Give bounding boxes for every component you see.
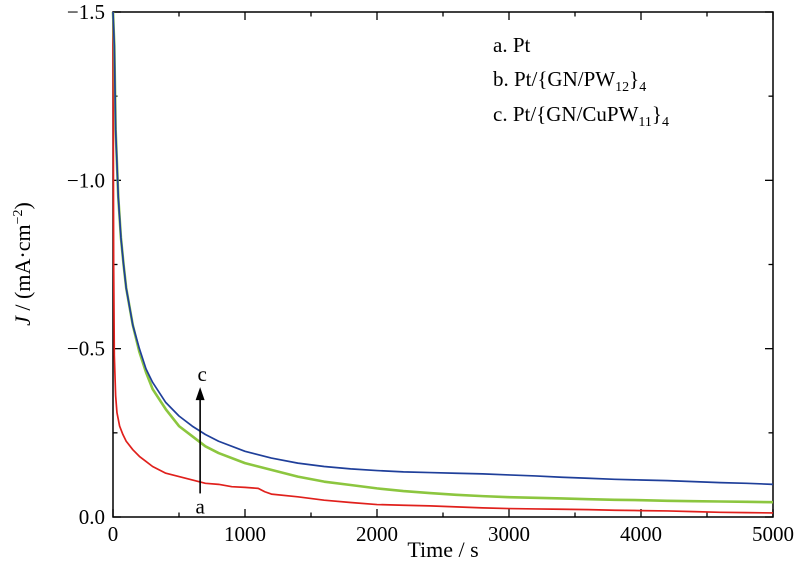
legend-entry-b-label: b. Pt/{GN/PW	[493, 67, 615, 91]
series-lines	[111, 11, 774, 514]
legend-entry-c-sub: 11	[638, 115, 651, 130]
y-axis-label-symbol: J	[10, 315, 35, 326]
x-tick-label: 0	[108, 522, 119, 546]
x-tick-label: 3000	[488, 522, 530, 546]
y-tick-label: 0.0	[79, 505, 105, 529]
legend-entry-c: c. Pt/{GN/CuPW11}4	[493, 102, 669, 130]
legend-entry-b-sub2: 4	[639, 80, 646, 95]
trend-arrow-head	[195, 387, 205, 401]
legend-entry-a: a. Pt	[493, 33, 531, 57]
legend-entry-c-label: c. Pt/{GN/CuPW	[493, 102, 639, 126]
x-tick-label: 5000	[752, 522, 794, 546]
x-tick-label: 4000	[620, 522, 662, 546]
legend-entry-c-sub2: 4	[662, 115, 669, 130]
y-axis-label: J / (mA·cm−2)	[10, 202, 35, 326]
trend-label-to: c	[197, 362, 206, 386]
series-line-a	[112, 11, 774, 514]
x-tick-label: 1000	[224, 522, 266, 546]
legend-entry-b-sub: 12	[615, 80, 629, 95]
y-tick-label: −0.5	[67, 337, 105, 361]
y-axis-label-close: )	[10, 202, 35, 209]
legend-entry-a-label: a. Pt	[493, 33, 531, 57]
y-tick-label: −1.5	[67, 0, 105, 24]
plot-frame	[112, 11, 774, 518]
trend-annotation: a c	[195, 362, 206, 518]
x-axis-label: Time / s	[407, 537, 478, 562]
y-tick-label: −1.0	[67, 168, 105, 192]
trend-label-from: a	[195, 494, 205, 518]
tick-labels: 0 1000 2000 3000 4000 5000 0.0 −0.5 −1.0 −1.5	[67, 0, 794, 546]
legend-entry-b: b. Pt/{GN/PW12}4	[493, 67, 646, 95]
series-line-c	[112, 11, 774, 486]
legend: a. Pt b. Pt/{GN/PW12}4 c. Pt/{GN/CuPW11}…	[493, 33, 669, 130]
y-axis-label-unit: / (mA·cm	[10, 224, 35, 316]
x-tick-label: 2000	[356, 522, 398, 546]
legend-entry-c-brace: }	[652, 102, 662, 126]
y-axis-label-exponent: −2	[11, 210, 26, 225]
legend-entry-b-brace: }	[629, 67, 639, 91]
